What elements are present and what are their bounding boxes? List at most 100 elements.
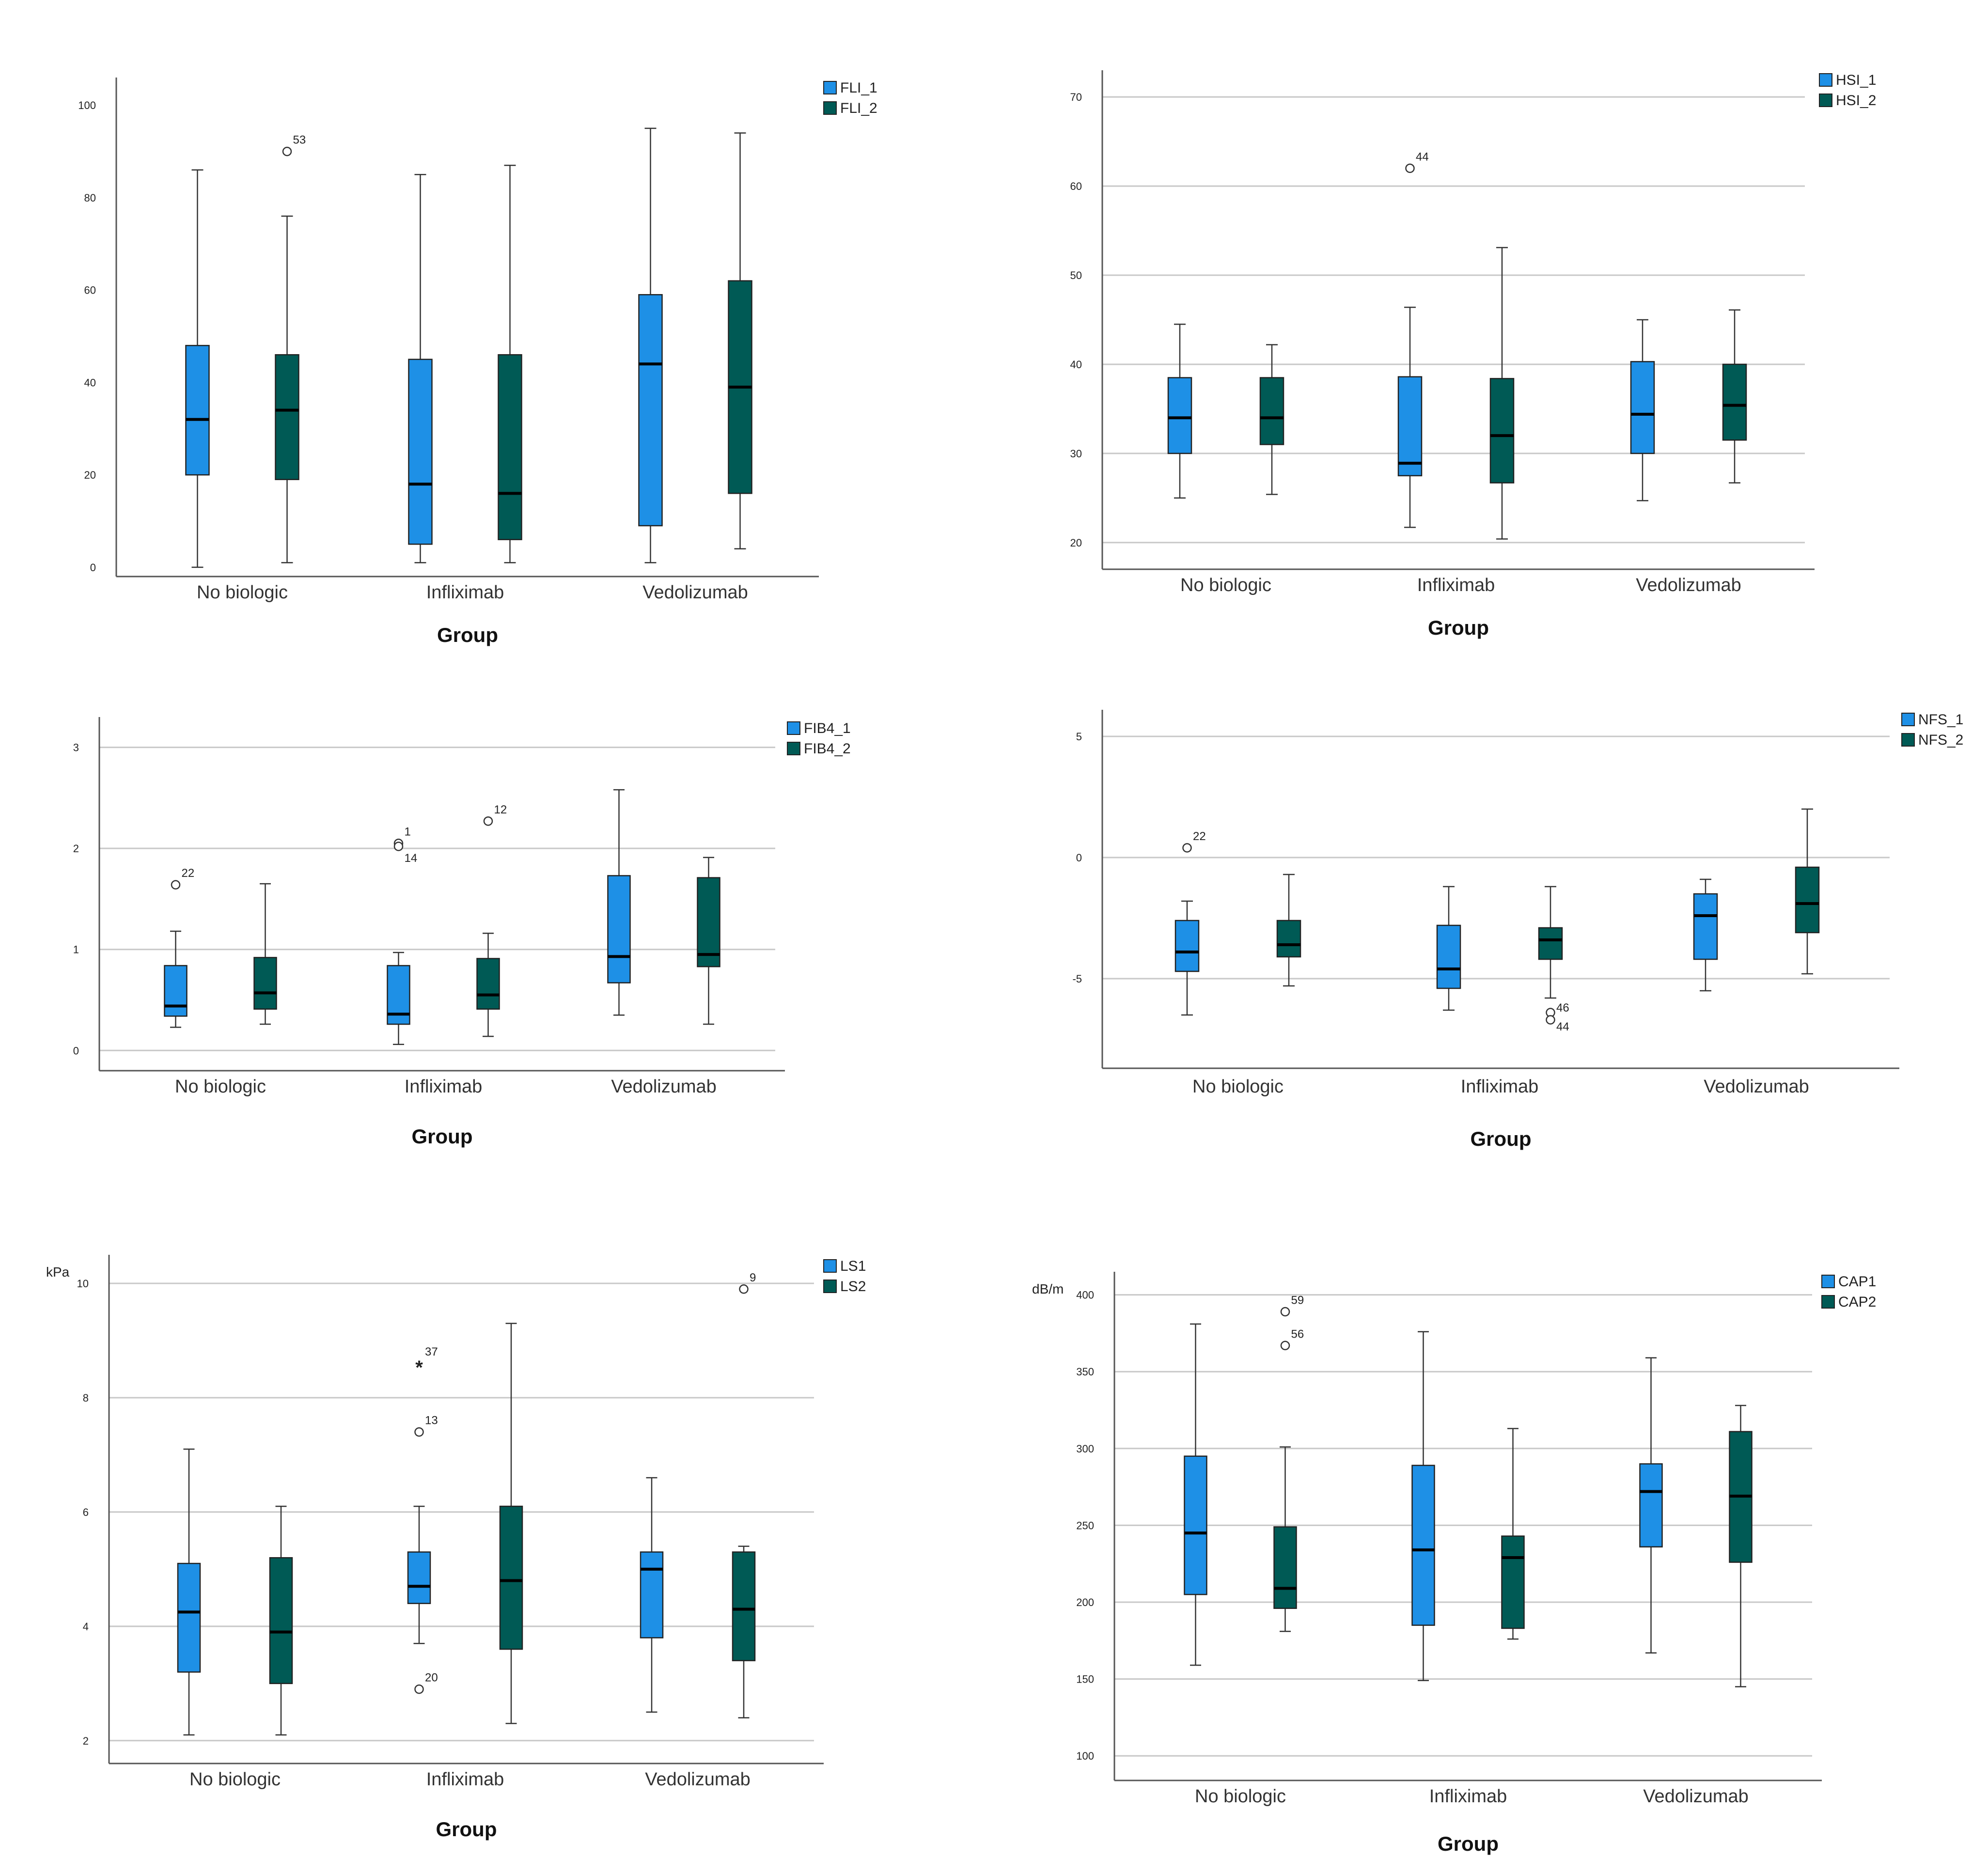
box-hsi-2-infliximab <box>1489 247 1515 540</box>
y-tick-label: 40 <box>84 376 96 389</box>
box-iqr <box>1167 377 1192 454</box>
box-fli-1-no-biologic <box>185 169 210 568</box>
outlier-marker <box>1182 843 1192 853</box>
category-label-vedolizumab: Vedolizumab <box>645 1769 751 1790</box>
outlier-marker <box>1405 163 1415 173</box>
box-iqr <box>1397 376 1423 477</box>
box-iqr <box>1276 920 1301 958</box>
y-tick-label: 20 <box>84 469 96 481</box>
box-ls1-no-biologic <box>177 1448 201 1736</box>
outlier-label: 14 <box>405 852 418 865</box>
box-iqr <box>638 294 663 527</box>
box-iqr <box>1693 893 1718 960</box>
box-hsi-1-vedolizumab <box>1630 319 1655 501</box>
outlier-label: 46 <box>1556 1001 1569 1014</box>
outlier-marker <box>414 1684 424 1694</box>
box-iqr <box>1538 927 1563 960</box>
chart-panel-1: 0 20 40 60 80 100 No biologic Infliximab Vedoliz… <box>78 78 877 646</box>
box-nfs-1-vedolizumab <box>1693 878 1718 992</box>
category-label-no-biologic: No biologic <box>197 582 288 603</box>
y-tick-label: 150 <box>1076 1673 1094 1685</box>
box-nfs-1-infliximab <box>1436 886 1461 1011</box>
box-iqr <box>1411 1465 1435 1626</box>
x-axis-title: Group <box>412 1125 473 1148</box>
legend-label-hsi-2: HSI_2 <box>1836 93 1876 109</box>
category-label-infliximab: Infliximab <box>1417 575 1495 595</box>
legend-swatch-ls1 <box>823 1259 837 1273</box>
legend: CAP1 CAP2 <box>1821 1274 1876 1310</box>
category-label-no-biologic: No biologic <box>175 1077 266 1097</box>
y-tick-label: 0 <box>73 1045 79 1057</box>
x-axis-title: Group <box>1471 1127 1532 1150</box>
y-tick-label: 250 <box>1076 1519 1094 1531</box>
y-tick-label: 40 <box>1070 359 1082 371</box>
y-tick-label: 300 <box>1076 1443 1094 1455</box>
box-cap2-vedolizumab <box>1729 1404 1753 1687</box>
box-cap2-infliximab <box>1501 1428 1525 1640</box>
box-hsi-2-vedolizumab <box>1722 309 1747 484</box>
legend-swatch-cap2 <box>1821 1295 1835 1309</box>
legend-label-cap2: CAP2 <box>1838 1294 1876 1310</box>
box-iqr <box>1639 1463 1663 1548</box>
box-cap2-no-biologic: 59 56 <box>1273 1294 1304 1632</box>
box-ls2-no-biologic <box>269 1505 293 1736</box>
legend: HSI_1 HSI_2 <box>1819 72 1876 109</box>
x-axis-title: Group <box>436 1818 497 1841</box>
y-tick-label: 100 <box>1076 1750 1094 1762</box>
x-axis-title: Group <box>437 624 498 646</box>
box-iqr <box>1184 1455 1207 1595</box>
legend: FLI_1 FLI_2 <box>823 80 877 116</box>
outlier-marker <box>171 880 181 889</box>
box-ls1-vedolizumab <box>640 1477 664 1713</box>
box-fib4-2-vedolizumab <box>697 857 720 1025</box>
outlier-marker <box>739 1284 749 1294</box>
legend-swatch-cap1 <box>1821 1275 1835 1288</box>
chart-panel-5: 2 4 6 8 10 kPa No biologic Infliximab Vedolizuma… <box>46 1255 866 1841</box>
x-axis-title: Group <box>1438 1832 1499 1855</box>
category-label-no-biologic: No biologic <box>1195 1786 1286 1807</box>
box-iqr <box>1174 920 1200 972</box>
outlier-marker <box>1546 1015 1555 1025</box>
category-label-infliximab: Infliximab <box>1429 1786 1507 1807</box>
outlier-label: 56 <box>1291 1327 1304 1341</box>
legend-label-nfs-1: NFS_1 <box>1918 712 1963 728</box>
legend-label-fib4-1: FIB4_1 <box>804 720 851 736</box>
outlier-label: 12 <box>494 803 507 816</box>
box-fli-1-vedolizumab <box>638 127 663 563</box>
box-iqr <box>498 354 522 540</box>
y-tick-label: 350 <box>1076 1366 1094 1378</box>
outlier-marker <box>282 146 292 156</box>
box-fib4-2-infliximab: 12 <box>476 803 507 1037</box>
y-axis-unit-label: dB/m <box>1032 1281 1064 1296</box>
box-iqr <box>1259 377 1284 445</box>
box-hsi-1-infliximab: 44 <box>1397 150 1429 528</box>
outlier-label: 22 <box>182 867 195 880</box>
box-ls2-vedolizumab: 9 <box>732 1271 756 1718</box>
outlier-label: 9 <box>750 1271 756 1284</box>
y-tick-label: 10 <box>77 1278 89 1290</box>
box-iqr <box>607 875 631 983</box>
y-tick-label: 100 <box>78 99 96 111</box>
y-tick-label: 1 <box>73 944 79 956</box>
box-ls2-infliximab <box>499 1323 523 1724</box>
legend: FIB4_1 FIB4_2 <box>787 720 851 757</box>
outlier-marker <box>393 842 404 851</box>
legend-label-fli-1: FLI_1 <box>840 80 877 96</box>
legend-label-fib4-2: FIB4_2 <box>804 741 851 757</box>
y-tick-label: 2 <box>83 1735 89 1747</box>
x-axis-title: Group <box>1428 616 1489 639</box>
box-fib4-2-no-biologic <box>253 883 277 1025</box>
y-axis-unit-label: kPa <box>46 1264 70 1280</box>
y-tick-label: -5 <box>1072 973 1082 985</box>
y-tick-label: 60 <box>1070 180 1082 192</box>
legend-label-ls2: LS2 <box>840 1279 866 1295</box>
box-iqr <box>499 1505 523 1650</box>
category-label-no-biologic: No biologic <box>189 1769 281 1790</box>
category-label-no-biologic: No biologic <box>1192 1077 1284 1097</box>
box-cap1-no-biologic <box>1184 1323 1207 1666</box>
box-fib4-1-infliximab: 1 14 <box>387 826 418 1046</box>
y-tick-label: 60 <box>84 284 96 296</box>
legend-swatch-nfs-2 <box>1901 733 1915 747</box>
